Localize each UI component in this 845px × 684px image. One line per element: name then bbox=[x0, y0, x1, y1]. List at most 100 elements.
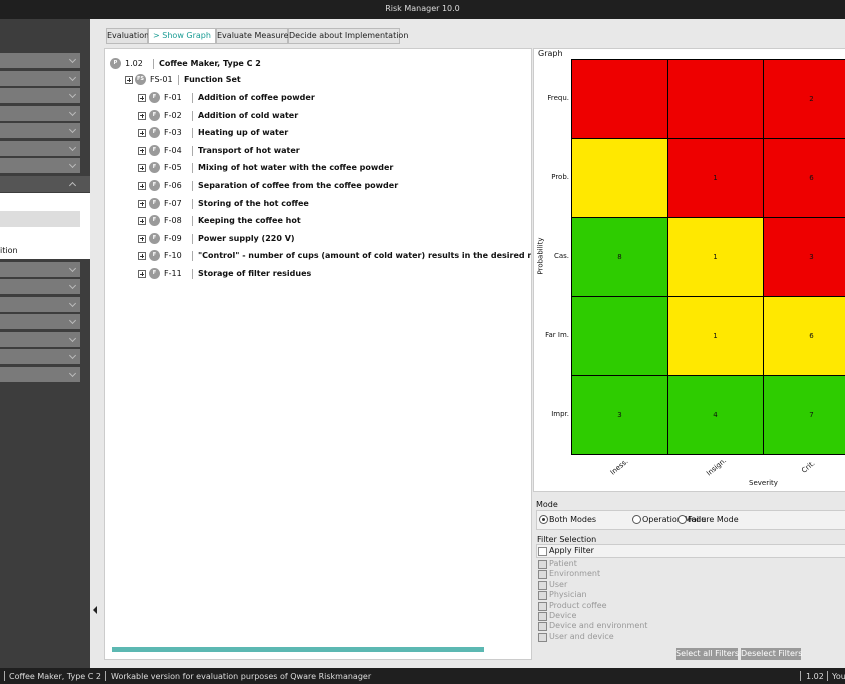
node-label[interactable]: Keeping the coffee hot bbox=[198, 216, 301, 226]
checkbox[interactable] bbox=[538, 560, 547, 569]
node-id: F-11 bbox=[164, 269, 182, 278]
tree-panel: P 1.02 Coffee Maker, Type C 2 FS FS-01 Functi… bbox=[104, 48, 532, 660]
button[interactable]: Select all Filters bbox=[676, 648, 740, 660]
checkbox[interactable] bbox=[538, 591, 547, 601]
node-label[interactable]: Heating up of water bbox=[198, 128, 289, 138]
sidebar-row[interactable] bbox=[0, 279, 80, 294]
filter-group: Apply Filter Patient Environment User Physic… bbox=[536, 544, 845, 660]
matrix-cell[interactable] bbox=[667, 59, 764, 139]
sidebar-row[interactable] bbox=[0, 158, 80, 173]
matrix-cell[interactable]: 6 bbox=[763, 296, 845, 376]
expander[interactable] bbox=[138, 252, 146, 261]
radio-option[interactable]: Both Modes bbox=[539, 515, 596, 524]
checkbox[interactable] bbox=[538, 601, 547, 611]
expander[interactable] bbox=[125, 76, 133, 84]
checkbox[interactable] bbox=[538, 612, 547, 621]
node-icon: F bbox=[149, 127, 160, 139]
matrix-cell[interactable] bbox=[571, 138, 668, 218]
node-id: F-01 bbox=[164, 93, 182, 102]
sidebar-row[interactable] bbox=[0, 314, 80, 329]
node-label[interactable]: Addition of coffee powder bbox=[198, 93, 315, 102]
node-label[interactable]: Mixing of hot water with the coffee powd… bbox=[198, 163, 394, 173]
checkbox[interactable] bbox=[538, 580, 547, 590]
tab[interactable]: Evaluate Measures bbox=[216, 28, 293, 44]
scrollbar[interactable] bbox=[112, 647, 484, 652]
node-icon: F bbox=[149, 197, 160, 209]
sidebar-row[interactable] bbox=[0, 88, 80, 103]
sidebar-row[interactable] bbox=[0, 141, 80, 156]
node-label[interactable]: "Control" - number of cups (amount of co… bbox=[198, 251, 531, 261]
checkbox[interactable] bbox=[538, 632, 547, 642]
matrix-cell[interactable]: 6 bbox=[763, 138, 845, 218]
sidebar-selected[interactable] bbox=[0, 211, 80, 227]
sidebar-row[interactable] bbox=[0, 106, 80, 121]
tab[interactable]: Evaluation bbox=[106, 28, 149, 44]
filter-item: User bbox=[549, 579, 568, 589]
checkbox[interactable] bbox=[538, 570, 547, 580]
sidebar-row[interactable] bbox=[0, 262, 80, 277]
node-label[interactable]: Separation of coffee from the coffee pow… bbox=[198, 181, 399, 190]
filter-apply-row bbox=[536, 544, 845, 558]
expander[interactable] bbox=[138, 234, 146, 243]
row-label: Impr. bbox=[551, 409, 569, 418]
matrix-cell[interactable]: 1 bbox=[667, 217, 764, 297]
sidebar-row[interactable] bbox=[0, 349, 80, 364]
chevron bbox=[68, 351, 77, 360]
node-label[interactable]: Function Set bbox=[184, 75, 241, 84]
expander[interactable] bbox=[138, 182, 146, 190]
node-id: F-07 bbox=[164, 198, 182, 208]
matrix-cell[interactable] bbox=[571, 59, 668, 139]
node-label[interactable]: Storing of the hot coffee bbox=[198, 198, 309, 208]
node-icon: F bbox=[149, 180, 160, 191]
matrix-cell[interactable] bbox=[571, 296, 668, 376]
matrix-cell[interactable]: 7 bbox=[763, 375, 845, 455]
sidebar-header[interactable] bbox=[0, 176, 90, 192]
filter-apply[interactable]: Apply Filter bbox=[549, 546, 594, 555]
filter-item: Device bbox=[549, 611, 577, 620]
separator bbox=[192, 251, 193, 262]
matrix-cell[interactable]: 1 bbox=[667, 138, 764, 218]
matrix-cell[interactable]: 3 bbox=[571, 375, 668, 455]
expander[interactable] bbox=[138, 111, 146, 120]
node-label[interactable]: Addition of cold water bbox=[198, 110, 299, 120]
node-label[interactable]: Transport of hot water bbox=[198, 145, 300, 155]
expander[interactable] bbox=[138, 146, 146, 155]
checkbox[interactable] bbox=[538, 547, 547, 556]
button[interactable]: Deselect Filters bbox=[741, 648, 803, 660]
node-id: F-02 bbox=[164, 110, 182, 120]
sidebar-row[interactable] bbox=[0, 332, 80, 347]
expander[interactable] bbox=[138, 164, 146, 173]
row-label: Far Im. bbox=[545, 330, 569, 339]
matrix-cell[interactable]: 8 bbox=[571, 217, 668, 297]
tab[interactable]: Decide about Implementation bbox=[288, 28, 408, 44]
expander[interactable] bbox=[138, 94, 146, 102]
radio-option[interactable]: Operation Mode bbox=[632, 515, 706, 524]
matrix-cell[interactable]: 3 bbox=[763, 217, 845, 297]
separator bbox=[800, 671, 801, 681]
node-icon: FS bbox=[135, 74, 146, 85]
radio-option[interactable]: Failure Mode bbox=[678, 515, 739, 524]
sidebar-row[interactable] bbox=[0, 53, 80, 68]
matrix-cell[interactable]: 1 bbox=[667, 296, 764, 376]
collapse-arrow[interactable] bbox=[93, 606, 97, 614]
expander[interactable] bbox=[138, 199, 146, 208]
sidebar-row[interactable] bbox=[0, 297, 80, 312]
sidebar-row[interactable] bbox=[0, 123, 80, 138]
separator bbox=[192, 233, 193, 244]
tab[interactable]: > Show Graph bbox=[148, 28, 216, 44]
node-label[interactable]: Storage of filter residues bbox=[198, 269, 312, 278]
matrix-cell[interactable]: 4 bbox=[667, 375, 764, 455]
expander[interactable] bbox=[138, 129, 146, 138]
node-id: F-03 bbox=[164, 128, 182, 138]
sidebar-row[interactable] bbox=[0, 367, 80, 382]
checkbox[interactable] bbox=[538, 622, 547, 632]
mode-group: Both Modes Operation Mode Failure Mode bbox=[536, 510, 845, 530]
sidebar-row[interactable] bbox=[0, 71, 80, 86]
separator bbox=[827, 671, 828, 681]
matrix-cell[interactable]: 2 bbox=[763, 59, 845, 139]
node-label[interactable]: Power supply (220 V) bbox=[198, 233, 295, 243]
node-label[interactable]: Coffee Maker, Type C 2 bbox=[159, 59, 261, 68]
expander[interactable] bbox=[138, 217, 146, 226]
expander[interactable] bbox=[138, 270, 146, 278]
